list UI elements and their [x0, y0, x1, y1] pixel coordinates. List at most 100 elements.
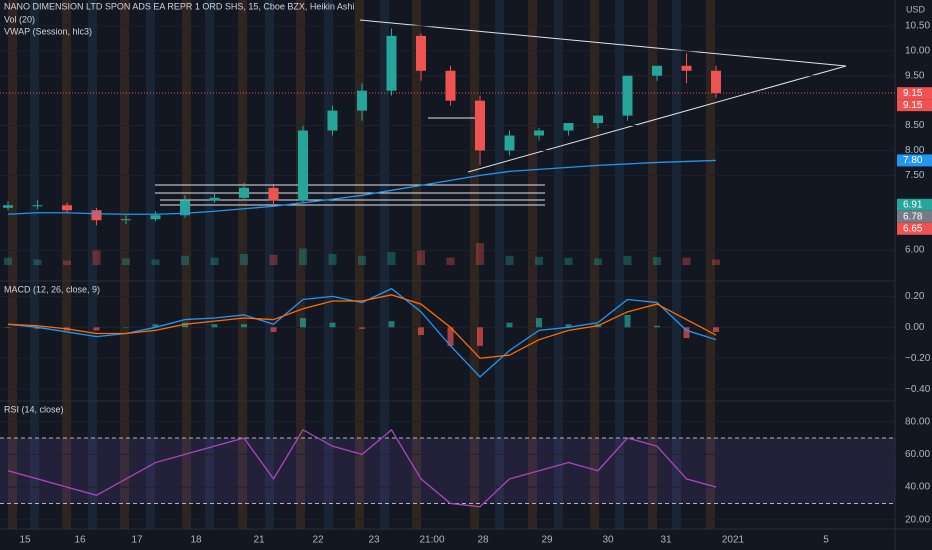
- volume-bar: [446, 257, 455, 265]
- session-stripe: [672, 0, 681, 529]
- session-stripe: [265, 0, 274, 529]
- session-stripe: [355, 0, 364, 529]
- histogram-bar: [241, 324, 247, 328]
- histogram-bar: [506, 322, 513, 328]
- candle-body: [416, 35, 426, 71]
- candle-body: [504, 135, 515, 151]
- session-stripe: [495, 0, 504, 529]
- volume-bar: [564, 257, 573, 265]
- price-label: 9.15: [903, 88, 923, 99]
- histogram-bar: [713, 327, 719, 332]
- candle-body: [239, 187, 249, 198]
- volume-bar: [712, 259, 720, 265]
- y-tick-label: 9.50: [905, 70, 925, 81]
- volume-bar: [210, 257, 219, 265]
- candle-body: [593, 115, 603, 124]
- volume-bar: [92, 250, 101, 265]
- candle-body: [563, 123, 574, 131]
- x-tick-label: 16: [74, 535, 86, 546]
- volume-bar: [358, 255, 366, 265]
- price-label-box: [897, 87, 932, 100]
- volume-bar: [476, 243, 484, 265]
- histogram-bar: [654, 325, 660, 328]
- y-tick-label: 20.00: [905, 514, 930, 525]
- trend-line: [467, 65, 847, 173]
- candle-body: [327, 110, 338, 131]
- x-tick-label: 30: [602, 535, 614, 546]
- candle-body: [711, 70, 721, 94]
- session-stripe: [205, 0, 214, 529]
- histogram-bar: [5, 327, 11, 328]
- x-tick-label: 5: [823, 535, 829, 546]
- histogram-bar: [683, 327, 690, 339]
- histogram-bar: [329, 322, 336, 328]
- session-stripe: [648, 0, 657, 529]
- session-stripe: [554, 0, 563, 529]
- volume-bar: [299, 248, 307, 265]
- x-tick-label: 15: [19, 535, 31, 546]
- volume-bar: [653, 256, 661, 265]
- y-tick-label: 10.50: [905, 21, 930, 32]
- candle-body: [622, 75, 633, 116]
- histogram-bar: [359, 327, 365, 329]
- volume-bar: [181, 255, 189, 265]
- x-tick-label: 17: [131, 535, 143, 546]
- volume-bar: [151, 259, 160, 265]
- price-label: 9.15: [903, 100, 923, 111]
- currency: USD: [906, 4, 926, 14]
- histogram-bar: [182, 322, 188, 328]
- price-label-box: [897, 222, 932, 235]
- volume-bar: [505, 255, 514, 265]
- session-stripe: [380, 0, 389, 529]
- candle-body: [91, 210, 102, 221]
- y-tick-label: 10.00: [905, 45, 930, 56]
- volume-bar: [328, 254, 337, 265]
- histogram-bar: [34, 327, 41, 329]
- session-stripe: [615, 0, 624, 529]
- session-stripe: [706, 0, 715, 529]
- x-tick-label: 21: [253, 535, 265, 546]
- volume-legend: Vol (20): [4, 14, 35, 24]
- candle-body: [681, 65, 692, 71]
- session-stripe: [528, 0, 537, 529]
- histogram-bar: [624, 314, 631, 328]
- price-label-box: [897, 210, 932, 223]
- x-tick-label: 18: [190, 535, 202, 546]
- y-tick-label: 40.00: [905, 482, 930, 493]
- candle-body: [62, 205, 72, 211]
- y-tick-label: −0.40: [905, 384, 931, 395]
- trend-line: [359, 19, 847, 67]
- session-stripes: [8, 0, 715, 529]
- volume-bar: [682, 257, 691, 265]
- price-label-box: [897, 198, 932, 211]
- x-tick-label: 22: [312, 535, 324, 546]
- histogram-bar: [418, 327, 424, 336]
- candle-body: [652, 65, 662, 76]
- vwap-legend: VWAP (Session, hlc3): [4, 26, 92, 36]
- y-tick-label: 8.50: [905, 120, 925, 131]
- session-stripe: [470, 0, 479, 529]
- volume-bar: [269, 254, 278, 265]
- price-label: 6.65: [903, 223, 923, 234]
- session-stripe: [120, 0, 129, 529]
- session-stripe: [8, 0, 17, 529]
- histogram-bar: [388, 321, 395, 328]
- volume-bar: [623, 255, 632, 265]
- session-stripe: [182, 0, 191, 529]
- candle-body: [180, 200, 190, 216]
- candle-body: [357, 90, 367, 111]
- session-stripe: [88, 0, 97, 529]
- histogram-bar: [123, 327, 129, 328]
- rsi-band: [0, 438, 895, 504]
- x-tick-label: 21:00: [419, 535, 444, 546]
- macd-legend: MACD (12, 26, close, 9): [4, 284, 100, 294]
- histogram-bar: [477, 327, 483, 346]
- session-stripe: [590, 0, 599, 529]
- x-tick-label: 28: [477, 535, 489, 546]
- price-label-box: [897, 154, 932, 167]
- candle-body: [3, 205, 13, 208]
- rsi-legend: RSI (14, close): [4, 404, 64, 414]
- candle-body: [534, 130, 544, 136]
- candle-body: [298, 130, 308, 201]
